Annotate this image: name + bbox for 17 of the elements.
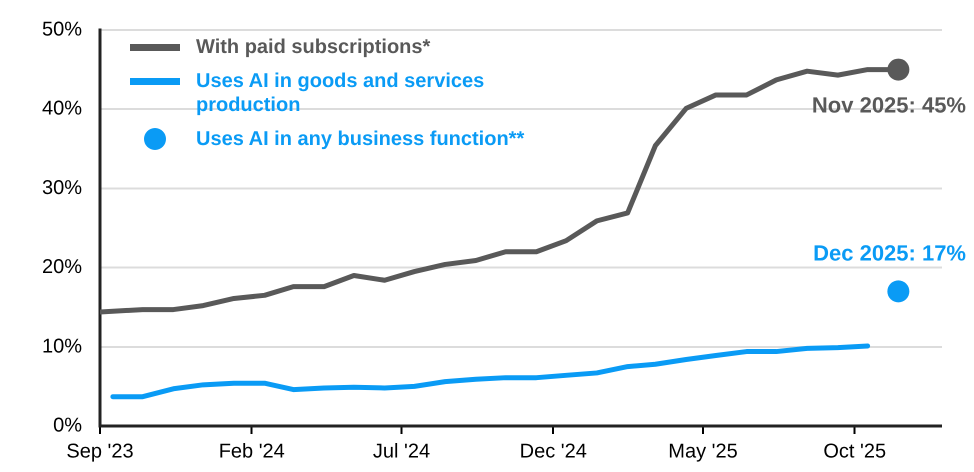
y-tick-label: 0% <box>53 414 82 437</box>
y-tick-label: 20% <box>42 256 82 278</box>
legend-label: With paid subscriptions* <box>196 35 430 59</box>
annotation: Nov 2025: 45% <box>812 92 966 118</box>
y-tick-label: 50% <box>42 18 82 41</box>
legend-label: Uses AI in any business function** <box>196 127 524 151</box>
y-tick-label: 30% <box>42 176 82 199</box>
x-tick-label: Sep '23 <box>66 440 134 463</box>
x-tick-label: Dec '24 <box>520 440 587 463</box>
x-tick-label: Feb '24 <box>218 440 285 463</box>
x-tick-label: Jul '24 <box>372 440 430 463</box>
y-tick-label: 40% <box>42 98 82 120</box>
y-tick-label: 10% <box>42 335 82 358</box>
legend-label: Uses AI in goods and services production <box>196 69 486 117</box>
x-tick-label: Oct '25 <box>823 440 886 463</box>
x-tick-label: May '25 <box>668 440 738 463</box>
annotation: Dec 2025: 17% <box>813 240 966 266</box>
